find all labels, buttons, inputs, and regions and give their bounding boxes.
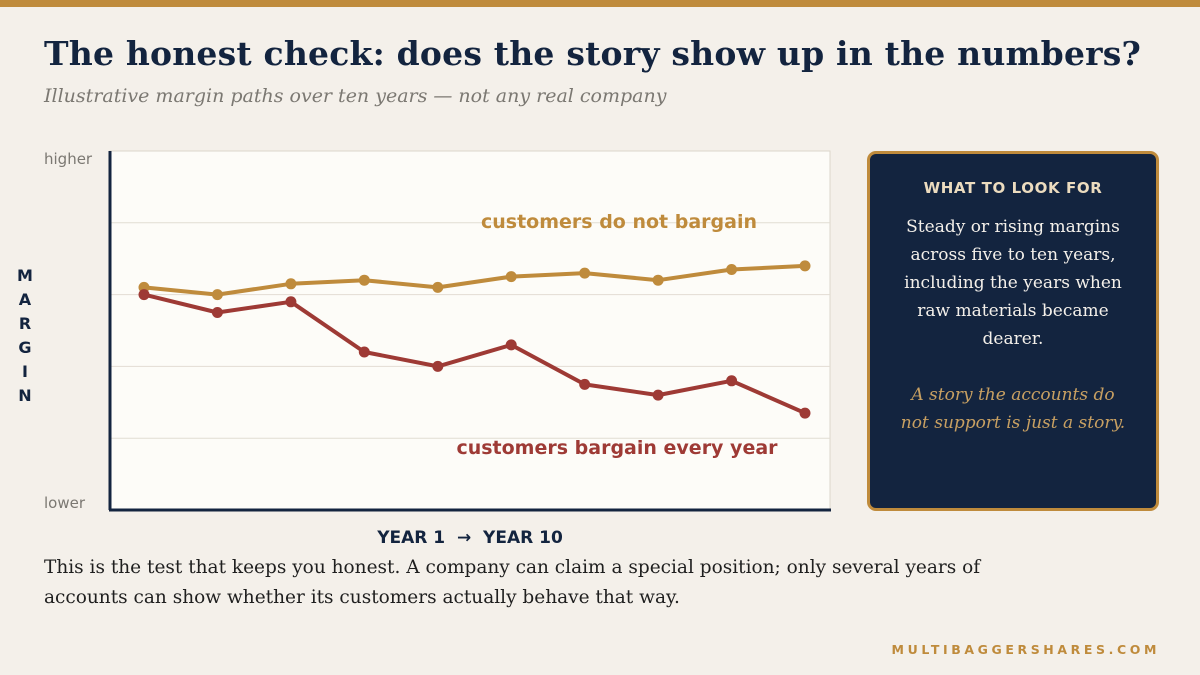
y-axis-label-letter: G	[18, 338, 31, 357]
series-line-1	[142, 263, 807, 297]
series-1-point-9	[726, 264, 738, 275]
caption-text: This is the test that keeps you honest. …	[44, 557, 981, 608]
y-axis-label-letter: A	[19, 290, 32, 309]
series-1-point-3	[285, 278, 297, 290]
series-1-point-10	[799, 260, 811, 272]
y-axis-label-letter: R	[19, 314, 31, 333]
y-axis-label-letter: M	[17, 266, 33, 285]
series-1-point-4	[358, 274, 370, 286]
y-tick-label-higher: higher	[44, 150, 93, 168]
callout-note: A story the accounts do not support is j…	[900, 385, 1126, 433]
series-1-point-6	[505, 271, 517, 283]
series-1-point-8	[652, 274, 664, 286]
series-1-point-2	[211, 289, 223, 301]
series-2-point-10	[799, 407, 811, 419]
y-axis-label-letter: I	[22, 362, 28, 381]
page-title: The honest check: does the story show up…	[44, 34, 1142, 73]
top-accent-bar	[0, 0, 1200, 7]
series-2-point-9	[726, 375, 738, 387]
y-axis-label-letter: N	[18, 386, 31, 405]
series-2-point-4	[358, 346, 370, 358]
series-2-point-6	[505, 339, 517, 351]
series-label-no-bargain: customers do not bargain	[481, 211, 757, 233]
callout-body: Steady or rising margins across five to …	[904, 217, 1122, 349]
series-2-point-7	[579, 378, 591, 390]
plot-area	[109, 150, 831, 511]
series-2-point-3	[285, 296, 297, 308]
brand-footer: MULTIBAGGERSHARES.COM	[891, 642, 1160, 657]
series-line-2	[142, 292, 807, 416]
series-2-point-8	[652, 389, 664, 401]
series-2-point-2	[211, 307, 223, 318]
series-label-bargain: customers bargain every year	[456, 437, 778, 459]
y-tick-label-lower: lower	[44, 494, 86, 512]
series-1-point-5	[432, 281, 444, 293]
what-to-look-for-callout: WHAT TO LOOK FOR Steady or rising margin…	[867, 151, 1159, 511]
callout-heading: WHAT TO LOOK FOR	[923, 179, 1103, 197]
series-layer	[138, 260, 811, 419]
series-2-point-1	[138, 289, 150, 301]
x-axis-label: YEAR 1 → YEAR 10	[376, 528, 563, 548]
series-1-point-7	[579, 267, 591, 279]
series-2-point-5	[432, 360, 444, 372]
page-subtitle: Illustrative margin paths over ten years…	[44, 85, 667, 107]
